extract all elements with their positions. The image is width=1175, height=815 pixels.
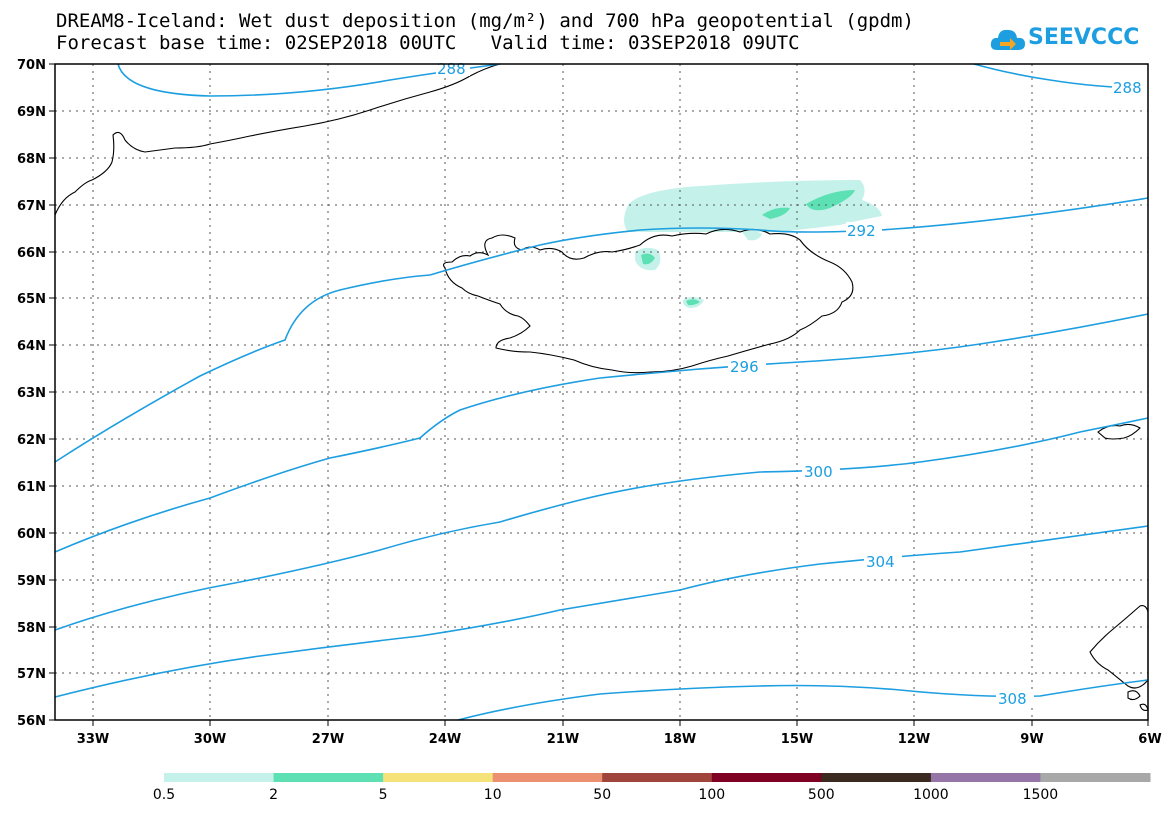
contour-label-288: 288 (437, 60, 466, 78)
lat-label: 59N (17, 574, 46, 589)
dust-area-medium (762, 207, 790, 219)
contour-label-288: 288 (1113, 79, 1142, 97)
contour-308 (457, 679, 1149, 721)
seevccc-logo: SEEVCCC (990, 22, 1170, 58)
legend-swatch (273, 773, 384, 782)
graticule (55, 64, 1148, 720)
lon-label: 15W (781, 732, 813, 747)
contour-label-300: 300 (804, 463, 833, 481)
chart-title: DREAM8-Iceland: Wet dust deposition (mg/… (56, 10, 914, 32)
legend-swatch (711, 773, 822, 782)
lat-label: 60N (17, 527, 46, 542)
chart-subtitle: Forecast base time: 02SEP2018 00UTC Vali… (56, 32, 800, 54)
legend-swatch (164, 773, 275, 782)
lon-label: 12W (898, 732, 930, 747)
legend-label: 10 (484, 787, 502, 803)
legend-label: 5 (379, 787, 388, 803)
cloud-arrow-icon (990, 29, 1025, 50)
lat-label: 70N (17, 58, 46, 73)
legend-swatch (821, 773, 932, 782)
lat-label: 68N (17, 152, 46, 167)
legend-label: 500 (808, 787, 835, 803)
geopotential-contours (54, 63, 1149, 721)
legend-label: 100 (698, 787, 725, 803)
contour-label-292: 292 (847, 222, 876, 240)
scotland-coast (1089, 605, 1149, 689)
lon-label: 24W (429, 732, 461, 747)
contour-label-296: 296 (730, 358, 759, 376)
contour-296 (54, 313, 1149, 553)
latitude-labels: 70N 69N 68N 67N 66N 65N 64N 63N 62N 61N … (17, 58, 46, 729)
lat-label: 64N (17, 339, 46, 354)
legend-label: 2 (269, 787, 278, 803)
contour-292 (429, 197, 1149, 276)
logo-text: SEEVCCC (1028, 25, 1140, 50)
lat-label: 66N (17, 246, 46, 261)
contour-label-308: 308 (998, 690, 1027, 708)
contour-label-304: 304 (866, 553, 895, 571)
lat-label: 62N (17, 433, 46, 448)
lat-label: 56N (17, 714, 46, 729)
scotland-islands (1127, 690, 1149, 711)
lat-label: 57N (17, 667, 46, 682)
contour-292-ext (54, 274, 431, 463)
lon-label: 27W (312, 732, 344, 747)
legend-label: 0.5 (153, 787, 175, 803)
lon-label: 30W (194, 732, 226, 747)
lat-label: 69N (17, 105, 46, 120)
dust-area-light (624, 180, 882, 232)
color-legend: 0.5 2 5 10 50 100 500 1000 1500 (153, 773, 1151, 803)
lon-label: 33W (77, 732, 109, 747)
longitude-labels: 33W 30W 27W 24W 21W 18W 15W 12W 9W 6W (77, 732, 1162, 747)
dust-area-medium (686, 299, 700, 306)
lat-label: 63N (17, 386, 46, 401)
legend-swatch (383, 773, 494, 782)
legend-label: 50 (593, 787, 611, 803)
legend-label: 1000 (913, 787, 949, 803)
legend-swatch (602, 773, 713, 782)
legend-swatch (492, 773, 603, 782)
lat-label: 65N (17, 292, 46, 307)
contour-304 (54, 525, 1149, 698)
axis-ticks (49, 63, 1149, 726)
coastlines (54, 63, 1149, 711)
lat-label: 61N (17, 480, 46, 495)
contour-labels: 288 288 292 296 300 304 308 (436, 60, 1148, 708)
legend-swatch (1040, 773, 1151, 782)
legend-swatch (930, 773, 1041, 782)
lon-label: 21W (547, 732, 579, 747)
lat-label: 67N (17, 199, 46, 214)
lon-label: 9W (1020, 732, 1043, 747)
contour-300 (54, 417, 1149, 631)
legend-label: 1500 (1023, 787, 1059, 803)
lon-label: 6W (1138, 732, 1161, 747)
lon-label: 18W (664, 732, 696, 747)
dust-area-medium (641, 253, 655, 265)
greenland-coast (54, 63, 501, 216)
lat-label: 58N (17, 621, 46, 636)
dust-area-light (742, 230, 762, 241)
dust-deposition-shading (624, 180, 882, 308)
